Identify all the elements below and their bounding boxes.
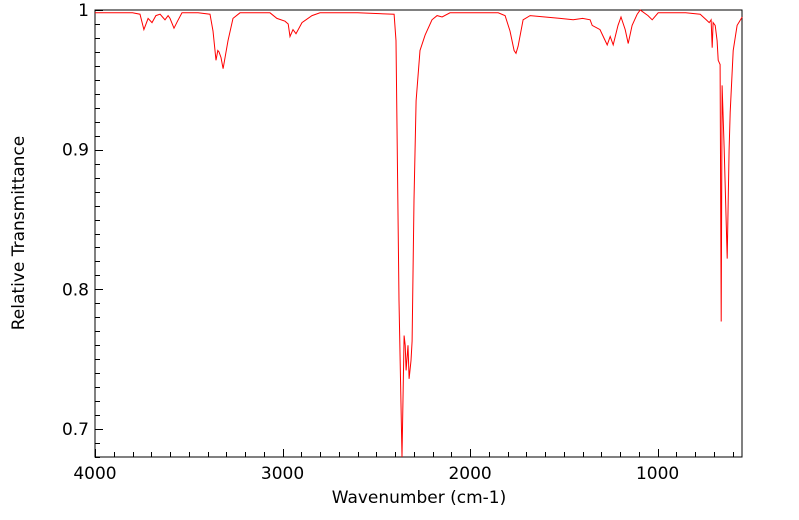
y-tick-label: 0.9 [62, 141, 89, 161]
y-axis-label: Relative Transmittance [9, 136, 29, 331]
y-tick-label: 1 [78, 1, 89, 21]
x-axis-label: Wavenumber (cm-1) [332, 488, 507, 508]
x-tick-label: 1000 [636, 464, 679, 484]
y-tick-label: 0.8 [62, 280, 89, 300]
y-tick-label: 0.7 [62, 420, 89, 440]
axis-ticks [95, 10, 734, 458]
axis-tick-labels: 4000 3000 2000 1000 0.7 0.8 0.9 1 [62, 1, 679, 484]
spectrum-line [95, 9, 743, 458]
x-tick-label: 3000 [261, 464, 304, 484]
x-tick-label: 2000 [448, 464, 491, 484]
plot-frame [94, 9, 743, 458]
x-tick-label: 4000 [73, 464, 116, 484]
